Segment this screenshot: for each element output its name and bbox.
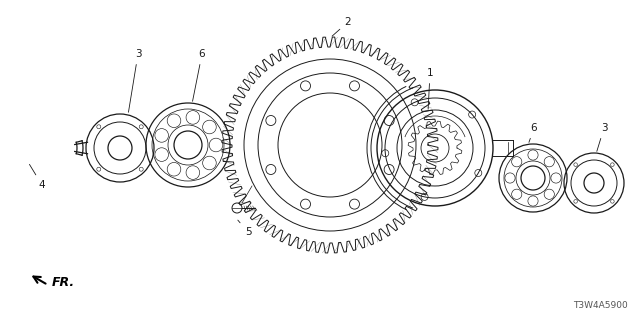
Text: 6: 6 bbox=[193, 49, 205, 101]
Text: FR.: FR. bbox=[52, 276, 75, 290]
Text: 6: 6 bbox=[529, 123, 538, 142]
Text: 2: 2 bbox=[332, 17, 351, 36]
Text: 3: 3 bbox=[597, 123, 607, 151]
Text: 5: 5 bbox=[238, 220, 252, 237]
Text: T3W4A5900: T3W4A5900 bbox=[573, 301, 628, 310]
Text: 1: 1 bbox=[427, 68, 433, 109]
Text: 4: 4 bbox=[29, 164, 45, 190]
Text: 3: 3 bbox=[129, 49, 141, 112]
